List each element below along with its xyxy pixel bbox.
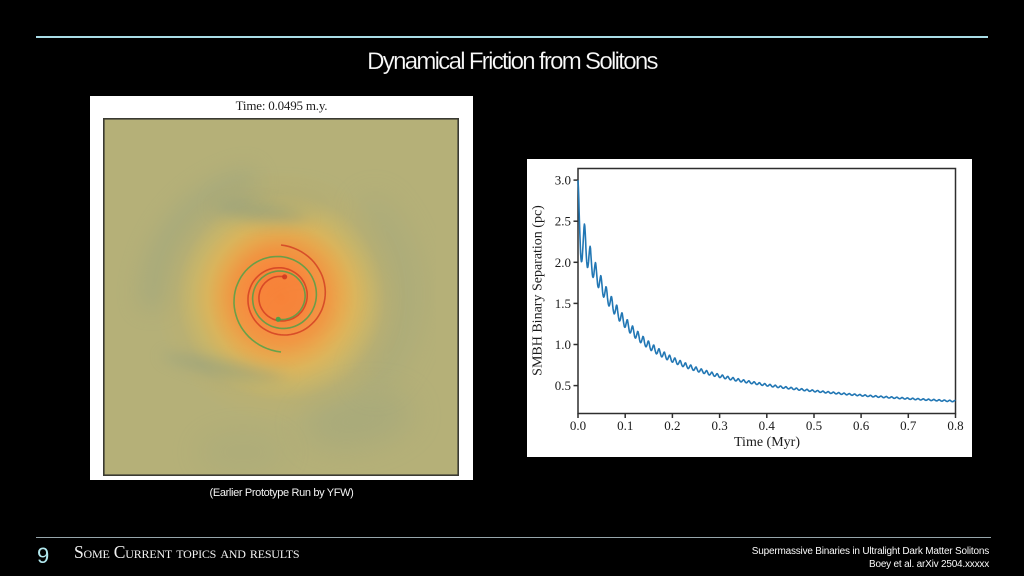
svg-text:0.5: 0.5 bbox=[555, 378, 571, 393]
svg-text:0.1: 0.1 bbox=[617, 418, 633, 433]
svg-text:0.3: 0.3 bbox=[711, 418, 727, 433]
svg-text:1.5: 1.5 bbox=[555, 296, 571, 311]
svg-text:SMBH Binary Separation (pc): SMBH Binary Separation (pc) bbox=[531, 205, 546, 376]
svg-text:0.4: 0.4 bbox=[759, 418, 776, 433]
svg-text:0.5: 0.5 bbox=[806, 418, 822, 433]
svg-text:2.0: 2.0 bbox=[555, 255, 571, 270]
svg-text:0.6: 0.6 bbox=[853, 418, 870, 433]
svg-text:0.2: 0.2 bbox=[664, 418, 680, 433]
svg-text:0.7: 0.7 bbox=[900, 418, 917, 433]
svg-text:2.5: 2.5 bbox=[555, 214, 571, 229]
svg-text:3.0: 3.0 bbox=[555, 173, 571, 188]
svg-text:0.8: 0.8 bbox=[947, 418, 963, 433]
svg-text:1.0: 1.0 bbox=[555, 337, 571, 352]
svg-text:Time (Myr): Time (Myr) bbox=[734, 435, 800, 450]
svg-text:0.0: 0.0 bbox=[570, 418, 586, 433]
